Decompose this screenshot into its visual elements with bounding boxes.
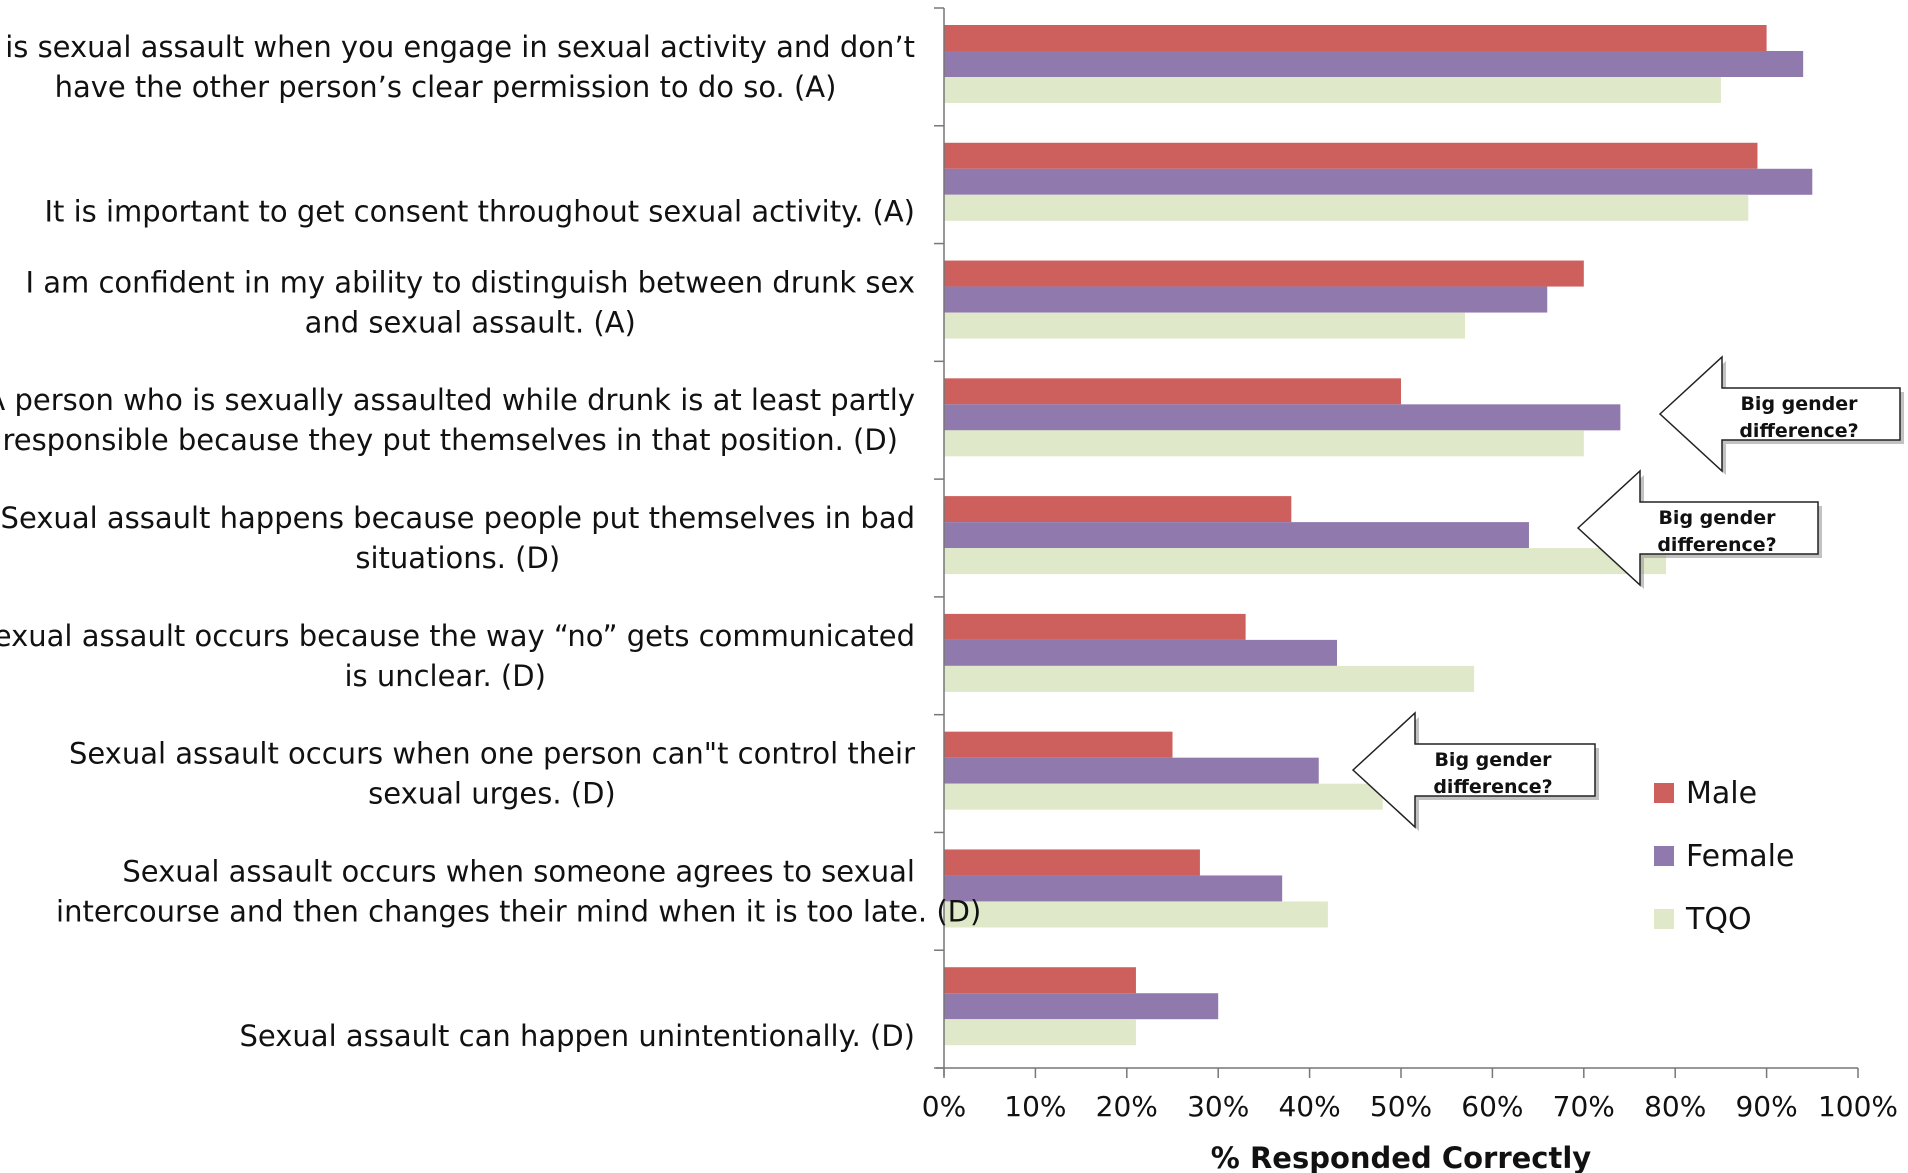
callout-shape: [1351, 711, 1596, 829]
x-tick-label: 70%: [1553, 1090, 1615, 1123]
bar-tqo-6: [944, 665, 1475, 692]
legend-label-female: Female: [1686, 839, 1794, 874]
callout-text-1-line-2: difference?: [1739, 420, 1858, 442]
bar-male-9: [944, 967, 1136, 994]
category-label-2-line-1: It is important to get consent throughou…: [44, 195, 915, 229]
category-label-3-line-2: and sexual assault. (A): [305, 305, 636, 339]
bar-female-8: [944, 875, 1283, 902]
bar-female-6: [944, 639, 1338, 666]
bar-male-1: [944, 25, 1767, 51]
bar-tqo-8: [944, 901, 1328, 928]
x-tick-label: 10%: [1004, 1090, 1066, 1123]
category-label-5-line-1: Sexual assault happens because people pu…: [1, 501, 915, 535]
bar-female-4: [944, 404, 1621, 431]
legend-swatch-male: [1654, 783, 1674, 803]
x-tick-label: 80%: [1644, 1090, 1706, 1123]
legend-swatch-female: [1654, 846, 1674, 866]
callout-arrow-3: Big gender difference?: [1351, 711, 1599, 831]
legend-label-tqo: TQO: [1685, 902, 1752, 937]
category-labels: It is sexual assault when you engage in …: [0, 30, 981, 1053]
category-label-7-line-1: Sexual assault occurs when one person ca…: [69, 737, 915, 771]
x-axis-title: % Responded Correctly: [1211, 1141, 1591, 1173]
bar-female-2: [944, 168, 1813, 195]
category-label-8-line-2: intercourse and then changes their mind …: [56, 894, 981, 928]
category-label-8-line-1: Sexual assault occurs when someone agree…: [122, 854, 915, 888]
bar-female-9: [944, 993, 1219, 1020]
category-label-3-line-1: I am confident in my ability to distingu…: [25, 265, 915, 299]
callout-text-3-line-1: Big gender: [1434, 749, 1552, 771]
bar-tqo-9: [944, 1019, 1136, 1046]
bar-male-3: [944, 260, 1584, 287]
x-tick-label: 100%: [1818, 1090, 1898, 1123]
x-tick-label: 40%: [1278, 1090, 1340, 1123]
axis-layer: [934, 7, 1859, 1078]
category-label-6-line-1: Sexual assault occurs because the way “n…: [0, 619, 915, 653]
callout-text-2-line-1: Big gender: [1658, 507, 1776, 529]
callout-arrow-2: Big gender difference?: [1576, 469, 1822, 589]
legend: Male Female TQO: [1654, 776, 1794, 937]
bar-male-4: [944, 378, 1401, 405]
category-label-4-line-1: A person who is sexually assaulted while…: [0, 383, 915, 417]
category-label-5-line-2: situations. (D): [355, 541, 560, 575]
bar-tqo-4: [944, 430, 1584, 457]
bar-female-1: [944, 51, 1804, 77]
bar-male-8: [944, 849, 1200, 876]
legend-label-male: Male: [1686, 776, 1757, 811]
bar-female-7: [944, 757, 1319, 784]
callout-shape: [1658, 355, 1901, 473]
bar-tqo-1: [944, 77, 1721, 103]
x-tick-label: 20%: [1096, 1090, 1158, 1123]
x-tick-label: 0%: [922, 1090, 966, 1123]
x-tick-label: 50%: [1370, 1090, 1432, 1123]
x-tick-label: 60%: [1461, 1090, 1523, 1123]
bar-female-5: [944, 522, 1529, 549]
category-label-7-line-2: sexual urges. (D): [368, 777, 616, 811]
callout-arrow-1: Big gender difference?: [1658, 355, 1904, 475]
callout-shape: [1576, 469, 1819, 587]
bar-male-7: [944, 731, 1173, 758]
bar-tqo-3: [944, 312, 1465, 339]
callout-text-2-line-2: difference?: [1657, 534, 1776, 556]
category-label-1-line-1: It is sexual assault when you engage in …: [0, 30, 915, 64]
category-label-1-line-2: have the other person’s clear permission…: [55, 70, 837, 104]
category-label-6-line-2: is unclear. (D): [344, 659, 545, 693]
callout-text-1-line-1: Big gender: [1740, 393, 1858, 415]
category-label-9-line-1: Sexual assault can happen unintentionall…: [240, 1019, 915, 1053]
bar-female-3: [944, 286, 1548, 313]
bars-layer: [944, 25, 1813, 1046]
bar-male-6: [944, 613, 1246, 640]
callout-text-3-line-2: difference?: [1433, 776, 1552, 798]
bar-male-2: [944, 142, 1758, 169]
bar-male-5: [944, 496, 1292, 523]
category-label-4-line-2: responsible because they put themselves …: [2, 423, 898, 457]
x-tick-labels: 0% 10% 20% 30% 40% 50% 60% 70% 80% 90% 100%: [922, 1090, 1898, 1123]
legend-swatch-tqo: [1654, 909, 1674, 929]
x-tick-label: 90%: [1735, 1090, 1797, 1123]
bar-tqo-2: [944, 194, 1749, 221]
callouts: Big gender difference? Big gender differenc…: [1351, 355, 1904, 831]
bar-tqo-5: [944, 548, 1667, 575]
bar-tqo-7: [944, 783, 1383, 810]
x-tick-label: 30%: [1187, 1090, 1249, 1123]
